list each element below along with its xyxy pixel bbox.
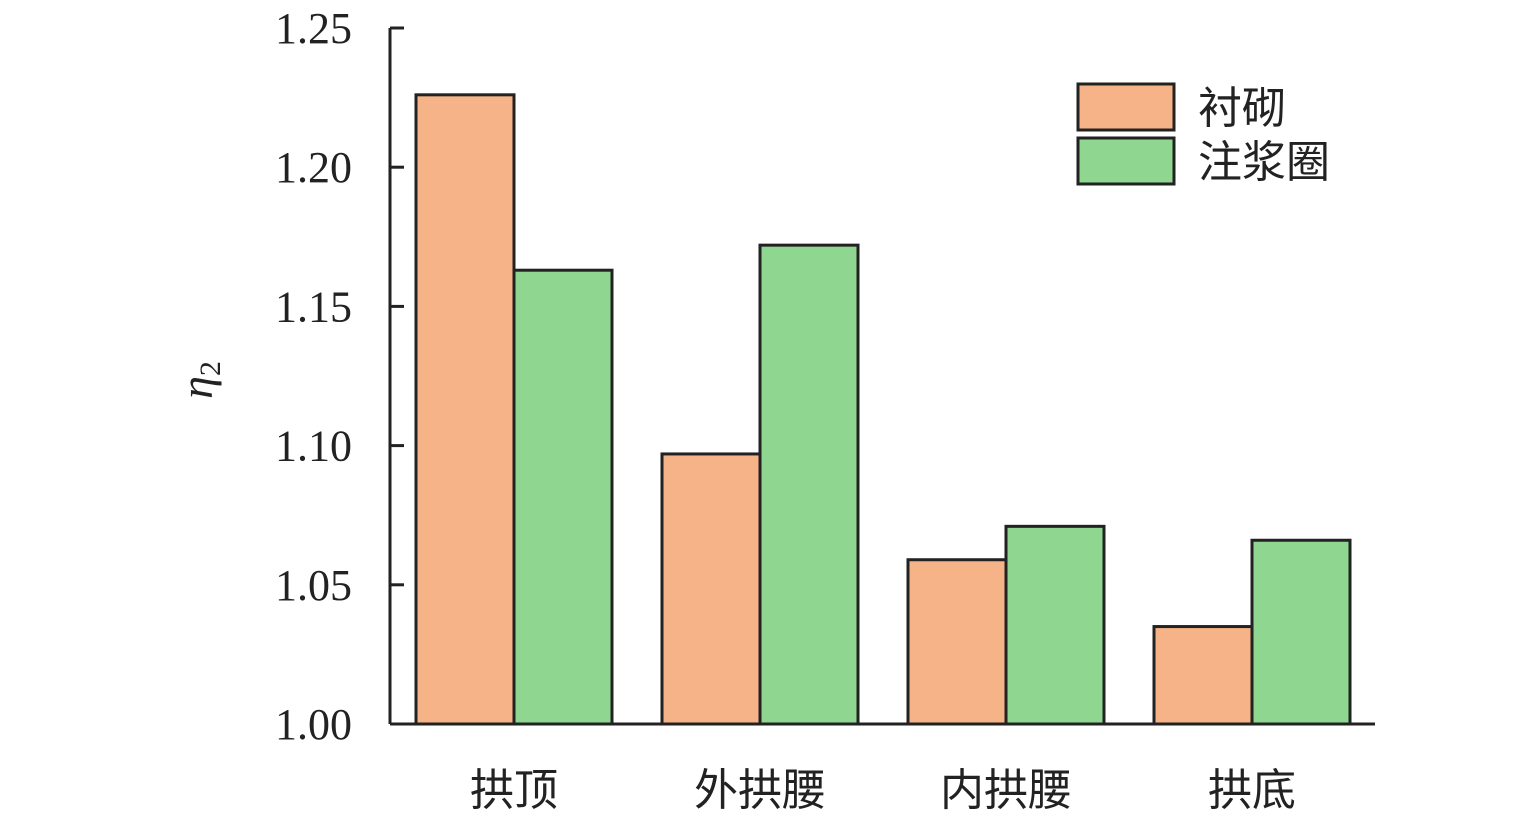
x-category-label: 外拱腰 [694, 765, 826, 814]
y-ticks-group: 1.00 1.05 1.10 1.15 1.20 1.25 [275, 4, 404, 749]
legend-label: 衬砌 [1198, 83, 1286, 134]
y-tick-label: 1.00 [275, 700, 352, 749]
bar-lining-2 [906, 558, 1008, 726]
bar-grout-3 [1250, 538, 1352, 726]
legend-swatch [1076, 136, 1176, 186]
bar-lining-0 [414, 93, 516, 726]
bar-grout-1 [758, 243, 860, 726]
x-category-label: 拱底 [1208, 765, 1296, 814]
legend-swatch [1076, 82, 1176, 132]
bar-lining-3 [1152, 625, 1254, 726]
bar-grout-0 [512, 268, 614, 726]
x-category-label: 拱顶 [470, 765, 558, 814]
y-tick-label: 1.25 [275, 4, 352, 53]
y-tick-label: 1.15 [275, 282, 352, 331]
bars-group [414, 93, 1352, 726]
x-labels-group: 拱顶 外拱腰 内拱腰 拱底 [470, 765, 1296, 814]
bar-grout-2 [1004, 524, 1106, 726]
axes-group [388, 28, 1375, 726]
y-tick-label: 1.20 [275, 143, 352, 192]
legend-label: 注浆圈 [1198, 137, 1330, 188]
y-tick-label: 1.10 [275, 422, 352, 471]
y-axis-label: η2 [171, 361, 227, 399]
y-tick-label: 1.05 [275, 561, 352, 610]
bar-lining-1 [660, 452, 762, 726]
x-category-label: 内拱腰 [940, 765, 1072, 814]
